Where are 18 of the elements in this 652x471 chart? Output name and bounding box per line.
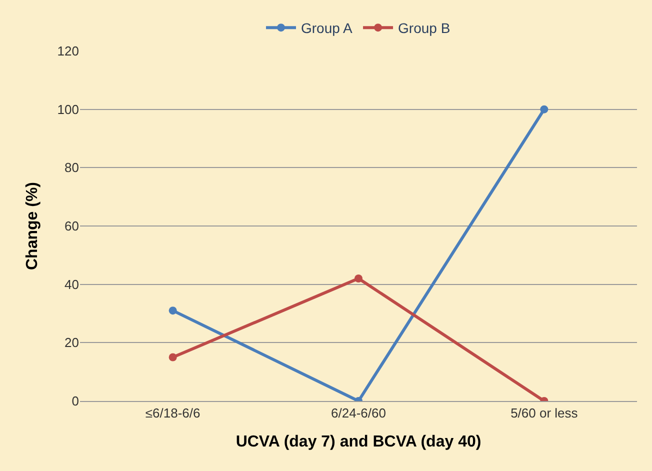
y-axis-title: Change (%)	[24, 182, 42, 270]
point	[168, 353, 177, 362]
x-axis-title: UCVA (day 7) and BCVA (day 40)	[236, 433, 482, 450]
x-tick-label: 6/24-6/60	[331, 406, 386, 421]
y-tick-label: 0	[72, 394, 79, 409]
x-tick-label: 5/60 or less	[510, 406, 578, 421]
y-tick-label: 20	[64, 335, 79, 350]
point	[168, 306, 177, 315]
y-tick-label: 120	[57, 44, 79, 59]
legend-label: Group B	[398, 20, 450, 36]
legend-label: Group A	[301, 20, 354, 36]
point	[540, 105, 548, 114]
x-tick-label: ≤6/18-6/6	[145, 406, 200, 421]
point	[354, 274, 362, 282]
y-tick-label: 80	[64, 160, 79, 176]
y-tick-label: 60	[64, 218, 79, 234]
y-tick-label: 100	[57, 102, 79, 117]
y-tick-label: 40	[64, 276, 79, 292]
